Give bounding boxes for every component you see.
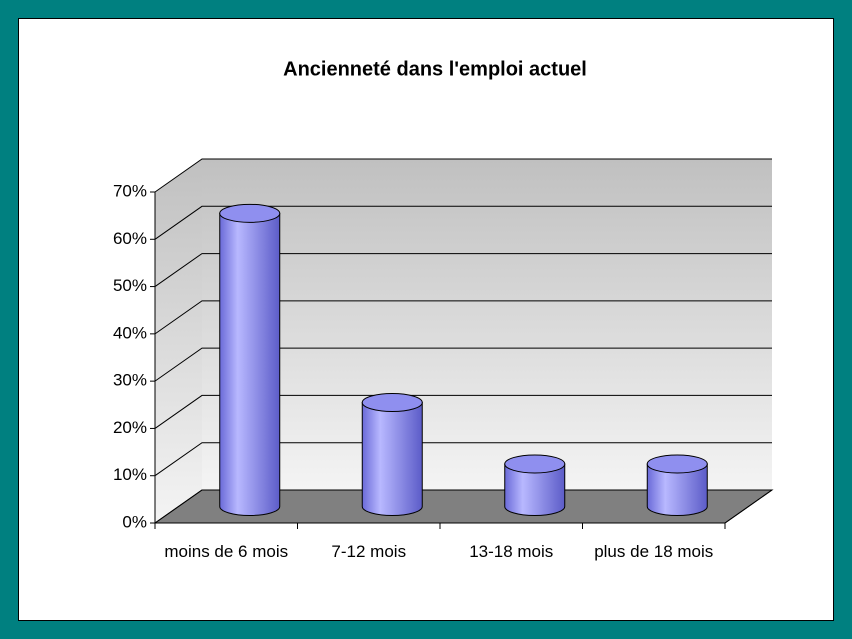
grid-line (154, 158, 772, 193)
y-tick-label: 0% (122, 512, 147, 531)
grid-line (154, 489, 772, 524)
bar (219, 212, 281, 516)
back-wall (202, 159, 772, 490)
bar-top (646, 454, 708, 474)
grid-line (154, 253, 772, 287)
side-wall (155, 159, 202, 523)
y-tick-label: 60% (113, 229, 147, 248)
grid-line (154, 442, 772, 477)
y-tick-label: 20% (113, 418, 147, 437)
grid-line (154, 300, 772, 335)
y-tick-label: 10% (113, 465, 147, 484)
bar-top (504, 454, 566, 474)
y-tick-label: 70% (113, 181, 147, 200)
x-tick-label: plus de 18 mois (594, 542, 714, 561)
y-tick-label: 50% (113, 276, 147, 295)
grid-line (154, 205, 772, 240)
grid-line (154, 394, 772, 429)
y-tick-label: 30% (113, 371, 147, 390)
chart-title: Ancienneté dans l'emploi actuel (283, 58, 587, 80)
bar (361, 401, 423, 516)
bar-top (219, 203, 281, 223)
bar (646, 463, 708, 516)
x-tick-label: 7-12 mois (331, 542, 407, 561)
grid-line (154, 347, 772, 382)
x-tick-label: 13-18 mois (469, 542, 554, 561)
bar-top (361, 392, 423, 412)
bar (504, 463, 566, 516)
y-tick-label: 40% (113, 323, 147, 342)
floor-right (724, 489, 773, 524)
x-tick-label: moins de 6 mois (164, 542, 289, 561)
